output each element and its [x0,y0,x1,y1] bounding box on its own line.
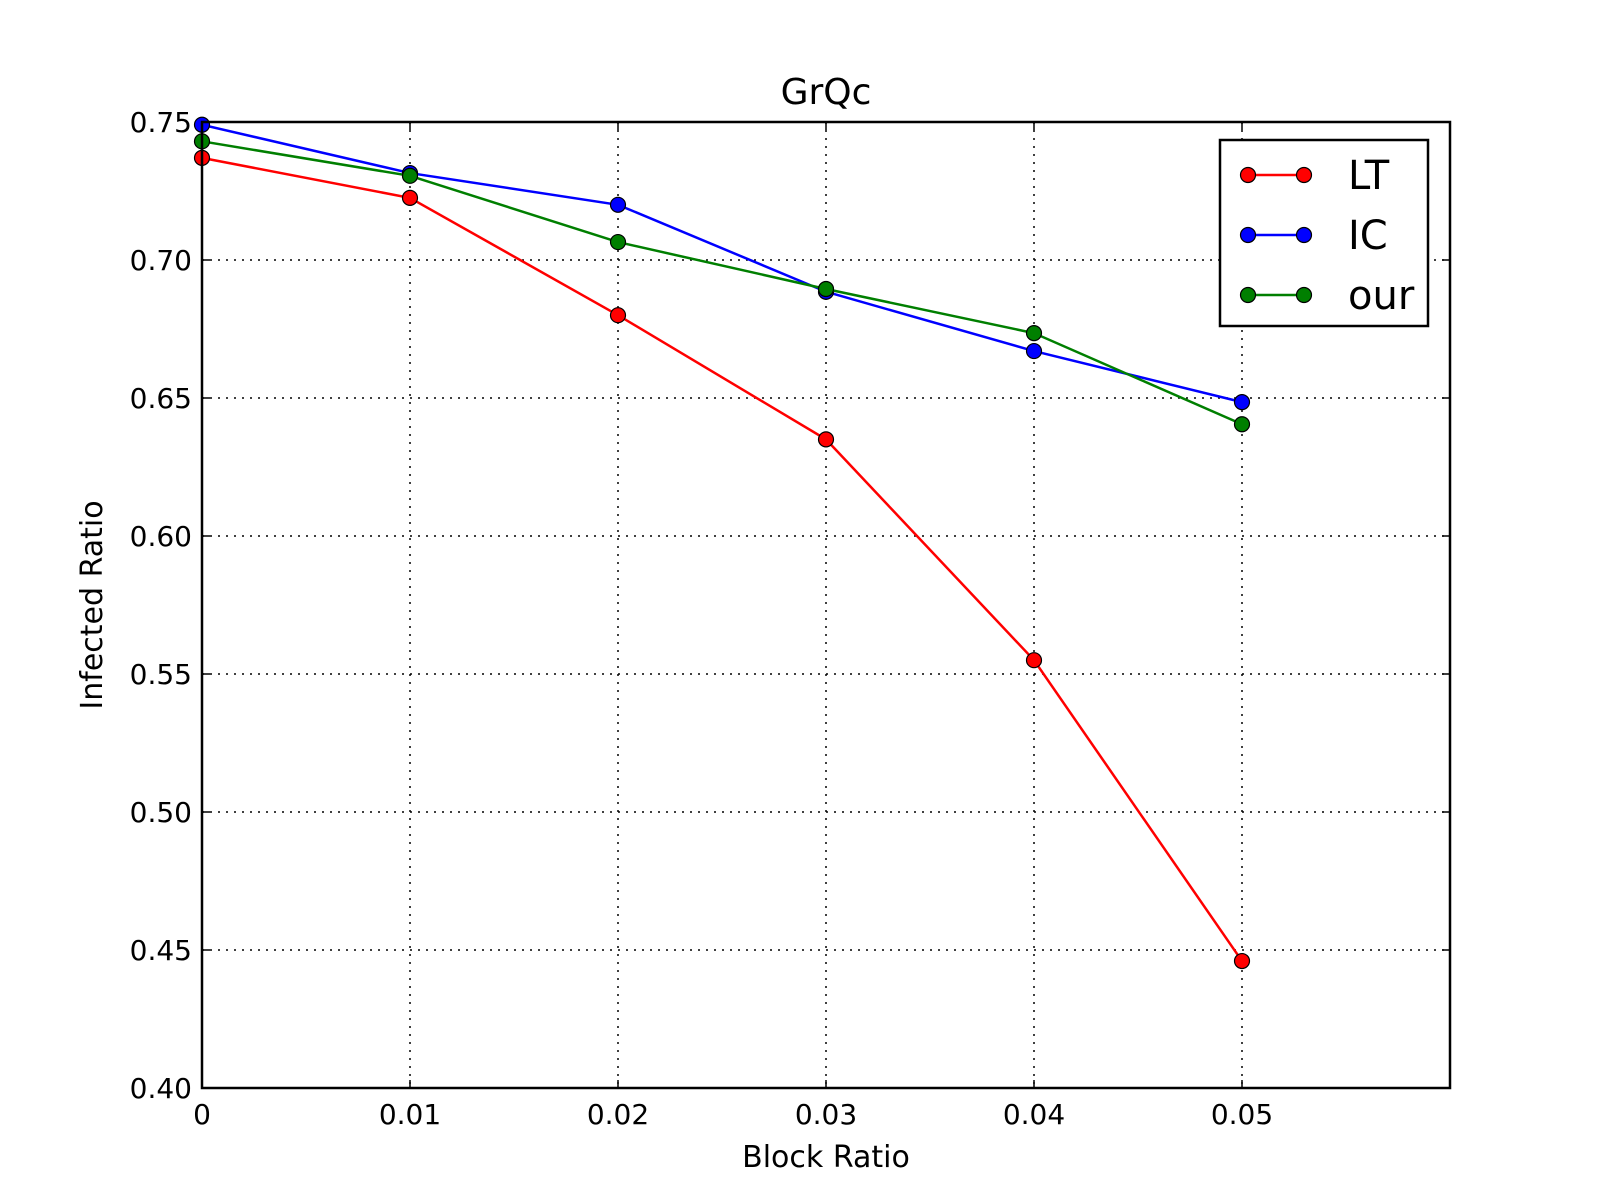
data-point-lt [1025,652,1043,669]
y-tick-label: 0.75 [130,106,192,139]
data-point-ic [609,196,627,213]
legend-label-our: our [1348,273,1415,319]
y-tick-label: 0.70 [130,244,192,277]
y-tick-label: 0.60 [130,520,192,553]
y-tick-label: 0.45 [130,934,192,967]
x-axis-title: Block Ratio [742,1140,910,1175]
legend-label-lt: LT [1348,153,1390,199]
legend-marker-ic [1239,226,1257,244]
series-our [193,133,1251,433]
series-lt [193,149,1251,970]
legend: LT IC our [1218,138,1430,328]
legend-marker-ic [1295,226,1313,244]
legend-marker-lt [1295,166,1313,184]
series-line-our [201,140,1243,426]
x-tick-label: 0 [193,1098,211,1131]
data-point-our [609,233,627,251]
data-point-our [817,280,835,298]
legend-label-ic: IC [1348,213,1388,259]
legend-marker-our [1239,286,1257,304]
y-tick-label: 0.55 [130,658,192,691]
data-point-lt [401,189,419,206]
data-point-our [401,167,419,184]
data-point-lt [817,431,835,448]
data-point-ic [1025,342,1043,360]
data-point-lt [1233,952,1251,970]
chart-title: GrQc [781,72,872,113]
data-point-lt [609,307,627,324]
x-tick-label: 0.01 [379,1098,441,1131]
series-line-lt [201,156,1244,962]
data-point-our [1233,416,1251,433]
legend-marker-lt [1239,166,1257,184]
ticks: 0 0.01 0.02 0.03 0.04 0.05 0.40 0.45 0.50 0.55 0.6… [130,106,1450,1131]
series-layer [193,116,1251,970]
y-tick-label: 0.65 [130,382,192,415]
y-axis-title: Infected Ratio [75,500,110,709]
legend-marker-our [1295,286,1313,304]
x-tick-label: 0.05 [1211,1098,1273,1131]
series-line-ic [201,123,1243,404]
y-tick-label: 0.40 [130,1072,192,1105]
x-tick-label: 0.02 [587,1098,649,1131]
data-point-our [1025,325,1043,342]
x-tick-label: 0.04 [1003,1098,1065,1131]
data-point-ic [1233,394,1251,411]
x-tick-label: 0.03 [795,1098,857,1131]
y-tick-label: 0.50 [130,796,192,829]
